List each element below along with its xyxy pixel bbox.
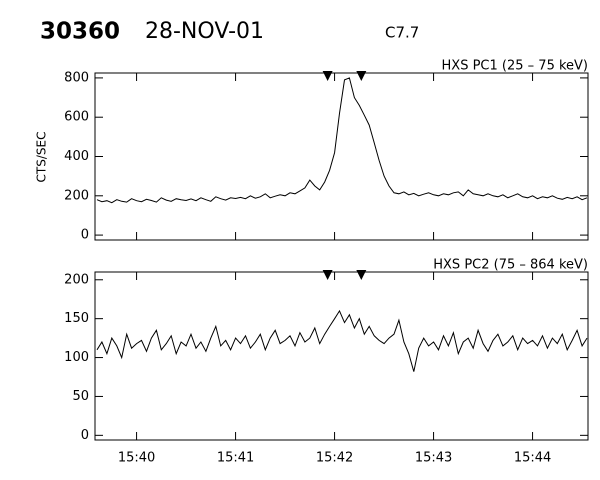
y-tick-label: 400 bbox=[64, 149, 89, 164]
y-tick-label: 0 bbox=[81, 428, 89, 443]
panel-label: HXS PC1 (25 – 75 keV) bbox=[442, 59, 588, 74]
plot-frame bbox=[94, 271, 589, 441]
x-tick-label: 15:40 bbox=[118, 451, 155, 466]
y-axis-label: CTS/SEC bbox=[35, 132, 49, 183]
y-tick-label: 200 bbox=[64, 272, 89, 287]
time-marker bbox=[322, 270, 333, 280]
y-tick-label: 50 bbox=[72, 389, 89, 404]
y-tick-label: 200 bbox=[64, 188, 89, 203]
y-tick-label: 600 bbox=[64, 110, 89, 125]
chart-subtitle: 28-NOV-01 bbox=[145, 19, 264, 44]
y-tick-label: 800 bbox=[64, 70, 89, 85]
data-line bbox=[96, 77, 588, 204]
time-marker bbox=[322, 71, 333, 81]
x-tick-label: 15:42 bbox=[316, 451, 353, 466]
time-marker bbox=[356, 71, 367, 81]
y-tick-label: 0 bbox=[81, 228, 89, 243]
chart-title: 30360 bbox=[40, 19, 120, 45]
x-tick-label: 15:41 bbox=[217, 451, 254, 466]
x-tick-label: 15:43 bbox=[415, 451, 452, 466]
y-tick-label: 100 bbox=[64, 350, 89, 365]
y-tick-label: 150 bbox=[64, 311, 89, 326]
x-tick-label: 15:44 bbox=[514, 451, 551, 466]
time-marker bbox=[356, 270, 367, 280]
data-line bbox=[96, 309, 588, 372]
panel-label: HXS PC2 (75 – 864 keV) bbox=[433, 258, 588, 273]
annotation: C7.7 bbox=[385, 24, 419, 42]
